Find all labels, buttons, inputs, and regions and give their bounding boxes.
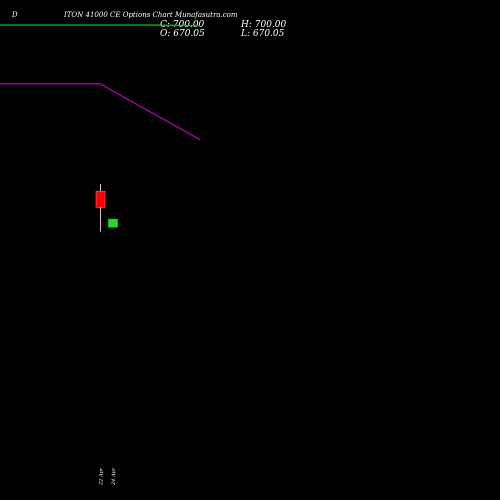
x-tick-label-2: 24 Apr [111, 467, 117, 486]
chart-tag: D [12, 11, 18, 19]
moving-average-line-2 [0, 83, 201, 141]
open-value: O: 670.05 [160, 29, 205, 39]
chart-title: ITON 41000 CE Options Chart Munafasutra.… [64, 11, 238, 19]
candle-body-2 [108, 218, 118, 228]
high-value: H: 700.00 [241, 20, 287, 30]
x-tick-label-1: 22 Apr [99, 467, 105, 486]
candle-body-1 [95, 190, 106, 208]
low-value: L: 670.05 [241, 29, 285, 39]
moving-average-line-1 [0, 24, 201, 27]
